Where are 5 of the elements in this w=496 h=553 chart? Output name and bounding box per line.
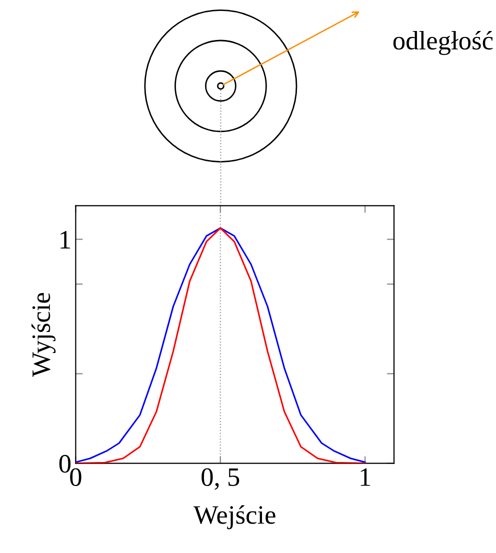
x-tick-label: 0, 5 (202, 468, 240, 490)
text: odległość (393, 30, 493, 56)
y-axis-title: Wyjście (32, 292, 56, 377)
x-tick-label: 1 (360, 468, 370, 486)
x-axis-title: Wejście (193, 505, 276, 530)
